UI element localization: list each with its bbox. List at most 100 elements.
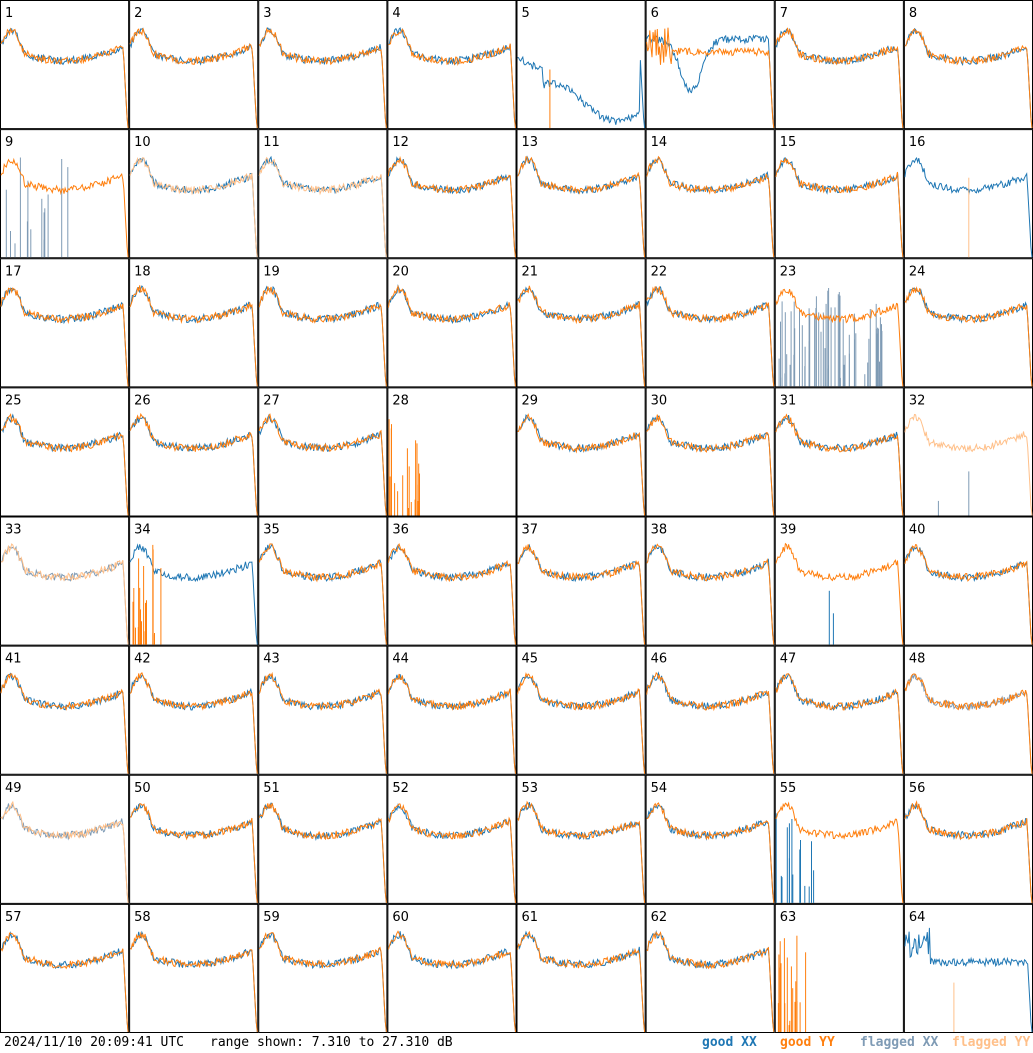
- trace-yy: [258, 803, 387, 903]
- panel-number: 32: [909, 393, 926, 408]
- panel-number: 56: [909, 781, 926, 796]
- panel-frame: [645, 129, 775, 259]
- panel-27: 27: [258, 387, 388, 517]
- panel-number: 38: [651, 523, 668, 538]
- panel-35: 35: [258, 516, 388, 646]
- panel-frame: [774, 516, 904, 646]
- panel-frame: [0, 516, 130, 646]
- panel-number: 34: [134, 523, 151, 538]
- panel-number: 61: [522, 910, 539, 925]
- panel-20: 20: [387, 258, 517, 388]
- panel-40: 40: [903, 516, 1033, 646]
- panel-39: 39: [774, 516, 904, 646]
- trace-yy: [258, 543, 387, 645]
- trace-yy: [775, 27, 904, 129]
- panel-number: 27: [263, 393, 280, 408]
- panel-number: 59: [263, 910, 280, 925]
- trace-yy: [517, 800, 646, 903]
- panel-frame: [0, 129, 130, 259]
- panel-21: 21: [516, 258, 646, 388]
- panel-frame: [774, 129, 904, 259]
- trace-yy: [387, 284, 516, 387]
- panel-54: 54: [645, 774, 775, 904]
- panel-number: 14: [651, 135, 668, 150]
- legend-flagged-xx: flagged XX: [860, 1035, 939, 1050]
- trace-yy: [517, 285, 646, 387]
- panel-22: 22: [645, 258, 775, 388]
- panel-number: 63: [780, 910, 797, 925]
- panel-frame: [516, 387, 646, 517]
- panel-number: 6: [651, 6, 659, 21]
- trace-xx: [646, 34, 775, 129]
- trace-yy: [904, 28, 1033, 129]
- panel-frame: [258, 0, 388, 130]
- panel-53: 53: [516, 774, 646, 904]
- panel-frame: [387, 903, 517, 1033]
- panel-3: 3: [258, 0, 388, 130]
- trace-yy: [775, 673, 904, 774]
- trace-yy: [388, 28, 516, 129]
- panel-frame: [0, 387, 130, 517]
- trace-yy: [775, 158, 904, 258]
- trace-yy: [258, 286, 387, 387]
- panel-frame: [774, 0, 904, 130]
- panel-frame: [387, 774, 517, 904]
- panel-number: 53: [522, 781, 539, 796]
- panel-frame: [0, 0, 130, 130]
- trace-yy: [387, 673, 516, 774]
- trace-yy: [904, 286, 1033, 387]
- panel-number: 58: [134, 910, 151, 925]
- panel-number: 60: [392, 910, 409, 925]
- panel-11: 11: [258, 129, 388, 259]
- trace-yy: [646, 285, 775, 387]
- panel-number: 29: [522, 393, 539, 408]
- panel-17: 17: [0, 258, 130, 388]
- panel-frame: [516, 645, 646, 775]
- panel-number: 19: [263, 264, 280, 279]
- panel-number: 44: [392, 652, 409, 667]
- panel-frame: [258, 645, 388, 775]
- trace-yy: [517, 413, 646, 516]
- panel-number: 23: [780, 264, 797, 279]
- panel-number: 11: [263, 135, 280, 150]
- panel-frame: [129, 774, 259, 904]
- panel-number: 49: [5, 781, 22, 796]
- trace-yy: [258, 156, 387, 258]
- panel-12: 12: [387, 129, 517, 259]
- panel-number: 43: [263, 652, 280, 667]
- panel-frame: [258, 903, 388, 1033]
- panel-14: 14: [645, 129, 775, 259]
- panel-frame: [903, 774, 1033, 904]
- panel-frame: [387, 645, 517, 775]
- panel-frame: [516, 129, 646, 259]
- panel-number: 5: [522, 6, 530, 21]
- trace-yy: [258, 413, 387, 516]
- trace-yy: [129, 28, 258, 129]
- panel-frame: [645, 0, 775, 130]
- panel-47: 47: [774, 645, 904, 775]
- trace-yy: [775, 413, 904, 516]
- panel-number: 55: [780, 781, 797, 796]
- panel-25: 25: [0, 387, 130, 517]
- panel-number: 10: [134, 135, 151, 150]
- panel-9: 9: [0, 129, 130, 259]
- trace-yy: [0, 543, 129, 645]
- panel-frame: [258, 129, 388, 259]
- panel-frame: [387, 0, 517, 130]
- panel-34: 34: [129, 516, 259, 646]
- panel-number: 33: [5, 523, 22, 538]
- panel-frame: [387, 129, 517, 259]
- panel-28: 28: [387, 387, 517, 517]
- panel-number: 25: [5, 393, 22, 408]
- panel-number: 30: [651, 393, 668, 408]
- panel-8: 8: [903, 0, 1033, 130]
- panel-19: 19: [258, 258, 388, 388]
- trace-yy: [517, 672, 646, 774]
- panel-33: 33: [0, 516, 130, 646]
- trace-yy: [258, 27, 387, 129]
- panel-45: 45: [516, 645, 646, 775]
- trace-yy: [904, 673, 1033, 774]
- range-label: range shown: 7.310 to 27.310 dB: [210, 1035, 453, 1050]
- panel-frame: [774, 774, 904, 904]
